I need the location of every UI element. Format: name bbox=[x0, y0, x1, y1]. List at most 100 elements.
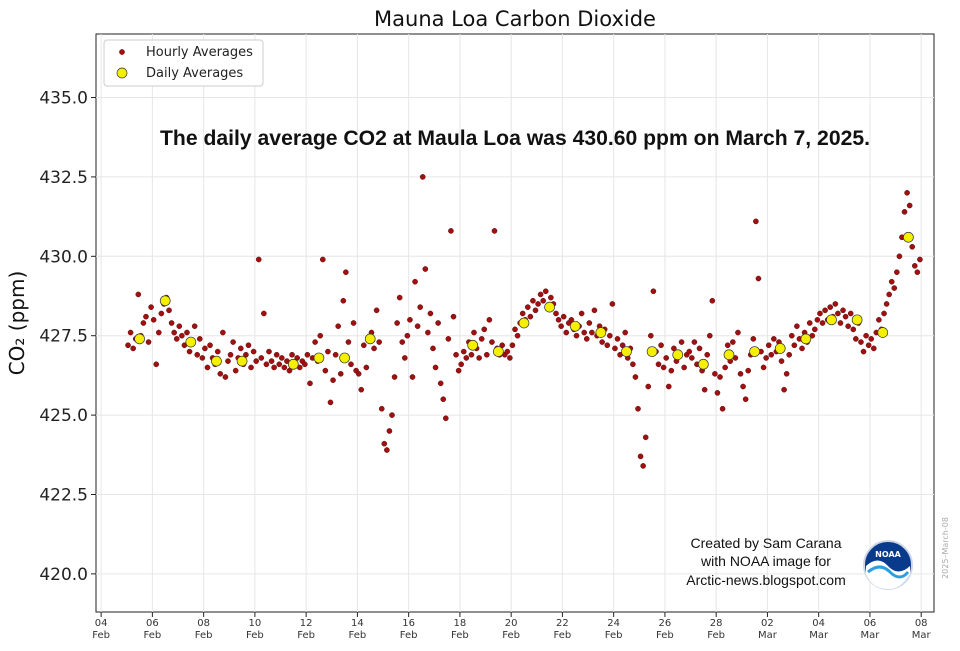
legend: Hourly Averages Daily Averages bbox=[103, 39, 264, 87]
hourly-point bbox=[486, 317, 493, 323]
hourly-point bbox=[371, 345, 377, 352]
hourly-point bbox=[484, 351, 490, 358]
hourly-point bbox=[355, 371, 362, 377]
hourly-point bbox=[870, 345, 877, 352]
hourly-point bbox=[455, 367, 462, 374]
credit-block: Created by Sam Carana with NOAA image fo… bbox=[686, 535, 846, 588]
hourly-point bbox=[660, 364, 667, 371]
hourly-point bbox=[845, 323, 851, 329]
hourly-point bbox=[724, 342, 731, 349]
x-tick-day: 08 bbox=[197, 618, 210, 629]
daily-point bbox=[749, 346, 760, 357]
hourly-point bbox=[640, 463, 646, 469]
hourly-point bbox=[663, 355, 669, 361]
hourly-point bbox=[642, 434, 649, 441]
hourly-point bbox=[868, 336, 875, 342]
hourly-point bbox=[881, 310, 887, 317]
daily-point bbox=[877, 327, 889, 338]
hourly-point bbox=[237, 345, 244, 352]
hourly-point bbox=[607, 332, 613, 339]
hourly-point bbox=[186, 348, 193, 355]
hourly-point bbox=[901, 209, 908, 215]
x-tick-month: Feb bbox=[144, 630, 162, 641]
x-axis-ticks: 04Feb06Feb08Feb10Feb12Feb14Feb16Feb18Feb… bbox=[92, 612, 932, 641]
hourly-point bbox=[337, 371, 344, 377]
hourly-point bbox=[904, 189, 910, 196]
hourly-point bbox=[432, 364, 439, 371]
hourly-point bbox=[527, 313, 534, 320]
hourly-point bbox=[568, 317, 575, 323]
hourly-point bbox=[847, 310, 854, 317]
x-tick-month: Mar bbox=[758, 630, 778, 641]
hourly-point bbox=[658, 342, 664, 349]
x-tick-day: 04 bbox=[95, 618, 108, 629]
hourly-point bbox=[706, 332, 713, 339]
x-tick-day: 22 bbox=[556, 618, 569, 629]
y-axis-label: CO₂ (ppm) bbox=[5, 271, 29, 376]
hourly-point bbox=[691, 339, 698, 345]
hourly-point bbox=[386, 428, 393, 434]
x-tick-month: Feb bbox=[502, 630, 520, 641]
hourly-point bbox=[153, 361, 160, 368]
hourly-point bbox=[763, 355, 769, 361]
hourly-point bbox=[504, 348, 511, 355]
hourly-point bbox=[786, 351, 793, 358]
x-tick-day: 26 bbox=[659, 618, 672, 629]
hourly-point bbox=[263, 361, 270, 368]
hourly-point bbox=[332, 351, 339, 358]
x-tick-month: Mar bbox=[912, 630, 932, 641]
hourly-point bbox=[548, 294, 554, 301]
hourly-point bbox=[719, 405, 726, 412]
hourly-point bbox=[376, 339, 382, 345]
hourly-point bbox=[143, 313, 149, 320]
hourly-point bbox=[450, 313, 457, 320]
hourly-point bbox=[384, 447, 390, 453]
daily-point bbox=[185, 336, 197, 348]
hourly-point bbox=[806, 320, 813, 326]
hourly-point bbox=[419, 174, 426, 180]
hourly-point bbox=[389, 412, 395, 418]
hourly-point bbox=[155, 329, 162, 336]
hourly-point bbox=[888, 278, 895, 285]
daily-point bbox=[851, 314, 863, 326]
hourly-point bbox=[911, 263, 918, 269]
hourly-point bbox=[689, 355, 695, 361]
hourly-point bbox=[714, 390, 721, 396]
daily-point bbox=[339, 352, 350, 364]
hourly-point bbox=[822, 307, 828, 314]
hourly-point bbox=[750, 336, 757, 342]
hourly-point bbox=[704, 351, 711, 358]
legend-hourly-marker bbox=[119, 49, 125, 55]
hourly-point bbox=[791, 342, 798, 349]
hourly-point bbox=[261, 310, 267, 317]
hourly-point bbox=[717, 374, 723, 380]
hourly-point bbox=[430, 345, 436, 352]
hourly-point bbox=[373, 307, 380, 314]
hourly-point bbox=[286, 367, 293, 374]
hourly-point bbox=[307, 380, 313, 387]
hourly-point bbox=[563, 329, 570, 336]
daily-series bbox=[134, 231, 914, 370]
x-tick-month: Feb bbox=[707, 630, 725, 641]
hourly-point bbox=[740, 383, 746, 390]
daily-point bbox=[492, 346, 504, 357]
hourly-point bbox=[860, 348, 867, 355]
hourly-point bbox=[645, 383, 652, 390]
hourly-point bbox=[302, 361, 308, 368]
hourly-point bbox=[404, 332, 411, 339]
hourly-point bbox=[476, 355, 482, 361]
hourly-point bbox=[765, 342, 772, 349]
hourly-point bbox=[422, 266, 429, 272]
hourly-point bbox=[668, 367, 675, 374]
hourly-point bbox=[440, 396, 447, 403]
x-tick-day: 08 bbox=[915, 618, 928, 629]
hourly-point bbox=[327, 399, 334, 406]
x-tick-day: 06 bbox=[864, 618, 877, 629]
x-tick-month: Feb bbox=[451, 630, 469, 641]
hourly-point bbox=[514, 332, 521, 339]
hourly-point bbox=[425, 329, 431, 336]
hourly-point bbox=[325, 348, 331, 355]
x-tick-day: 02 bbox=[761, 618, 774, 629]
hourly-point bbox=[542, 288, 549, 295]
daily-point bbox=[313, 352, 325, 364]
